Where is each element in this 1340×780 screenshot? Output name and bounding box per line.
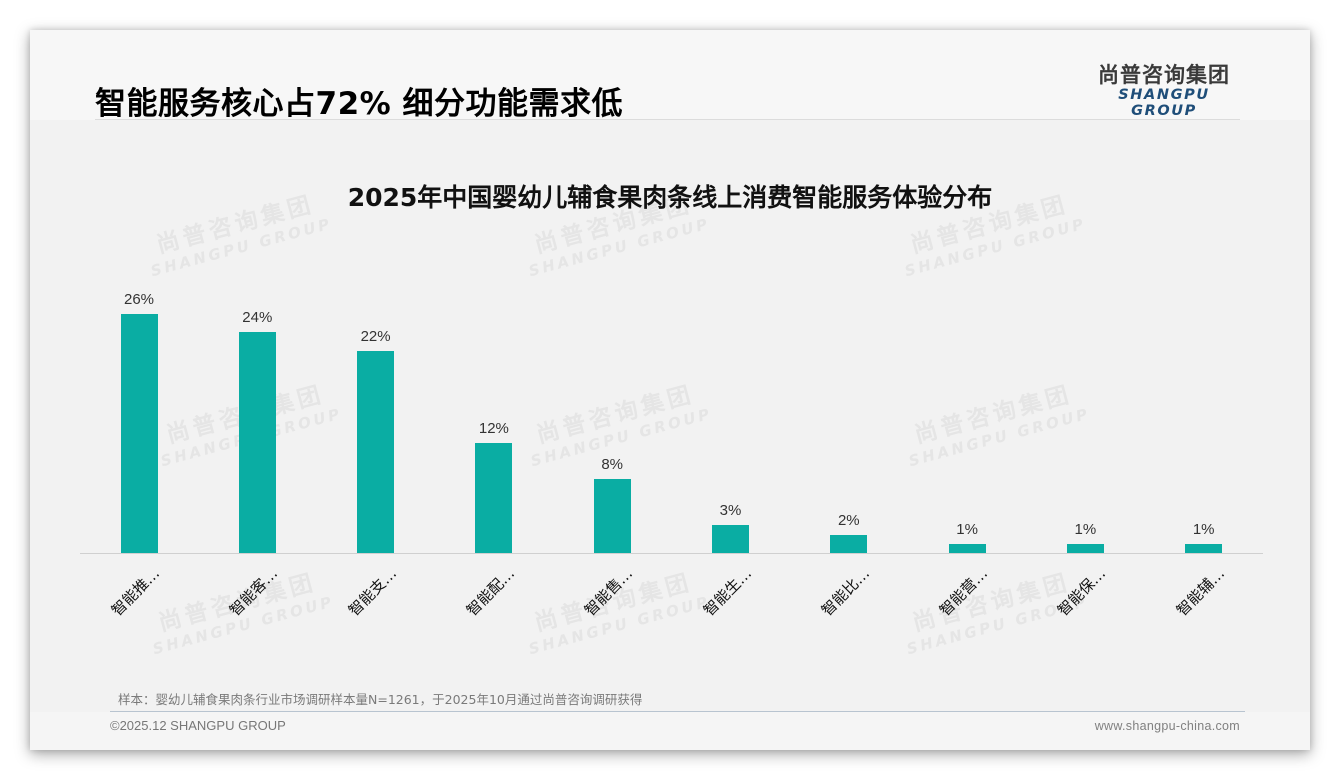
sample-note: 样本：婴幼儿辅食果肉条行业市场调研样本量N=1261，于2025年10月通过尚普… bbox=[118, 692, 643, 707]
bar bbox=[948, 543, 986, 553]
website-text: www.shangpu-china.com bbox=[1094, 719, 1240, 733]
bar bbox=[712, 525, 749, 553]
bar-value-label: 26% bbox=[123, 291, 155, 308]
footer-divider bbox=[110, 711, 1245, 712]
footer-band bbox=[30, 712, 1310, 750]
bar-group: 24% bbox=[198, 30, 316, 750]
x-axis-line bbox=[80, 553, 1263, 554]
bar-group: 3% bbox=[672, 30, 790, 750]
bar bbox=[357, 350, 395, 553]
bar-group: 26% bbox=[80, 30, 198, 750]
bar-value-label: 1% bbox=[1192, 520, 1215, 538]
logo-en-text: SHANGPU GROUP bbox=[1118, 87, 1210, 119]
bar-group: 22% bbox=[317, 30, 435, 750]
bar-value-label: 1% bbox=[956, 520, 978, 538]
bar-value-label: 24% bbox=[242, 309, 273, 327]
copyright-text: ©2025.12 SHANGPU GROUP bbox=[110, 718, 286, 733]
bar-chart: 26% 智能推… 24% 智能客… 22% 智能支… 12% 智能配… 8% 智能售… 3% 智能生…… bbox=[30, 30, 1310, 750]
bar-value-label: 3% bbox=[719, 502, 742, 520]
chart-title: 2025年中国婴幼儿辅食果肉条线上消费智能服务体验分布 bbox=[347, 183, 993, 212]
bar-group: 1% bbox=[908, 30, 1026, 750]
bar-group: 8% bbox=[553, 30, 671, 750]
header-band bbox=[30, 30, 1310, 120]
bar bbox=[593, 479, 631, 553]
bar-group: 1% bbox=[1026, 30, 1144, 750]
slide: 智能服务核心占72% 细分功能需求低 尚普咨询集团 SHANGPU GROUP … bbox=[30, 30, 1310, 750]
bar bbox=[830, 534, 868, 553]
bar-value-label: 22% bbox=[360, 327, 391, 345]
bar-group: 2% bbox=[790, 30, 908, 750]
bar-value-label: 1% bbox=[1074, 520, 1097, 538]
company-logo: 尚普咨询集团 SHANGPU GROUP bbox=[1088, 63, 1240, 119]
page-title: 智能服务核心占72% 细分功能需求低 bbox=[95, 86, 623, 122]
bar-value-label: 12% bbox=[478, 419, 509, 437]
logo-cn-text: 尚普咨询集团 bbox=[1098, 63, 1230, 87]
bar bbox=[1066, 543, 1104, 553]
header-divider bbox=[95, 119, 1240, 120]
bar bbox=[120, 314, 158, 553]
bar-group: 1% bbox=[1145, 30, 1263, 750]
bar bbox=[1185, 543, 1223, 553]
bar-value-label: 8% bbox=[601, 456, 624, 474]
bar-group: 12% bbox=[435, 30, 553, 750]
bar-value-label: 2% bbox=[837, 511, 860, 529]
bar bbox=[238, 332, 276, 553]
bar bbox=[475, 442, 513, 553]
